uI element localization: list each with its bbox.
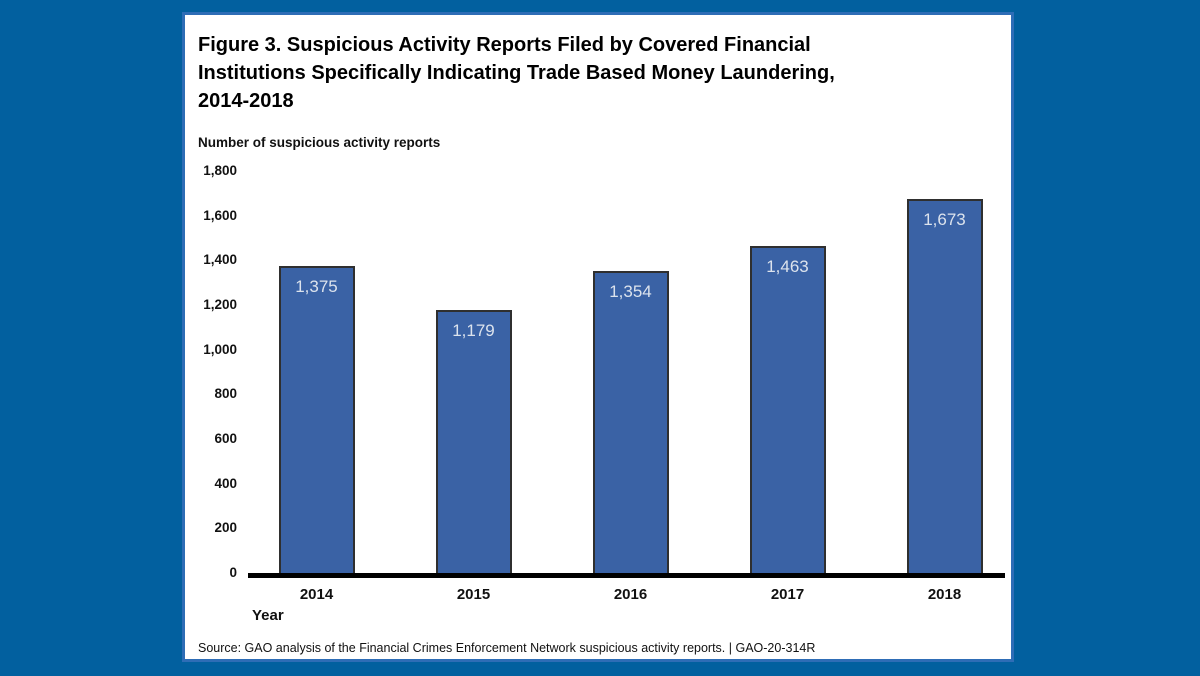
y-tick-label: 800 [214, 386, 237, 402]
bar-2015: 1,179 [435, 310, 512, 573]
bar-value-label-2016: 1,354 [609, 282, 652, 301]
y-axis-title: Number of suspicious activity reports [198, 135, 441, 150]
bar-2014: 1,375 [278, 266, 355, 573]
y-tick-label: 1,800 [203, 163, 237, 178]
y-tick-label: 1,600 [203, 207, 237, 223]
y-tick-label: 200 [214, 520, 237, 536]
bar-2018: 1,673 [906, 199, 983, 573]
bar-value-label-2015: 1,179 [452, 321, 495, 340]
y-tick-label: 0 [229, 565, 237, 580]
x-tick-label-2014: 2014 [299, 586, 334, 603]
bar-value-label-2014: 1,375 [295, 277, 338, 296]
x-axis-title: Year [252, 607, 284, 624]
bar-value-label-2018: 1,673 [923, 210, 966, 229]
x-axis-line [248, 573, 1005, 578]
figure-title: Figure 3. Suspicious Activity Reports Fi… [198, 31, 988, 115]
figure-title-line-3: 2014-2018 [198, 90, 294, 112]
bar-2016: 1,354 [592, 271, 669, 573]
plot-area: 1,375 2014 1,179 2015 1,354 2016 1,463 2017 1,67… [248, 171, 1005, 603]
bar-2017: 1,463 [749, 246, 826, 573]
y-tick-label: 400 [214, 475, 237, 491]
y-tick-label: 600 [214, 431, 237, 446]
x-tick-label-2017: 2017 [770, 586, 805, 603]
bar-value-label-2017: 1,463 [766, 257, 809, 276]
y-tick-label: 1,000 [203, 341, 237, 357]
y-tick-label: 1,400 [203, 252, 237, 268]
x-tick-label-2018: 2018 [927, 586, 962, 603]
x-tick-label-2016: 2016 [613, 586, 648, 603]
figure-title-line-2: Institutions Specifically Indicating Tra… [198, 62, 835, 84]
figure-title-line-1: Figure 3. Suspicious Activity Reports Fi… [198, 34, 811, 56]
y-tick-label: 1,200 [203, 297, 237, 312]
x-tick-label-2015: 2015 [456, 586, 491, 603]
source-note: Source: GAO analysis of the Financial Cr… [198, 641, 816, 655]
figure-card: Figure 3. Suspicious Activity Reports Fi… [182, 12, 1014, 662]
